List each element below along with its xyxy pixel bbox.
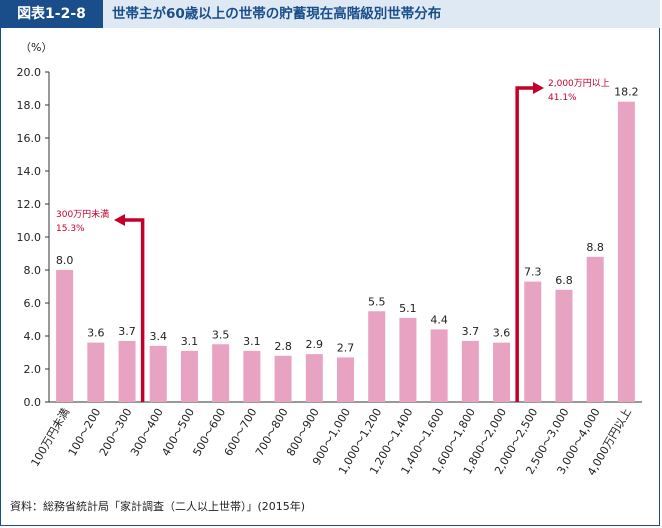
- value-label: 2.7: [337, 341, 355, 354]
- y-axis: 0.0 2.0 4.0 6.0 8.0 10.0 12.0 14.0 16.0 18.0 20.0: [17, 66, 642, 409]
- bar: [555, 289, 573, 402]
- annotation-label: 2,000万円以上: [548, 78, 610, 89]
- value-label: 18.2: [614, 86, 639, 99]
- y-axis-unit: （%）: [20, 41, 52, 54]
- bar: [337, 357, 354, 402]
- value-label: 4.4: [430, 313, 448, 326]
- value-label: 7.3: [524, 266, 542, 279]
- y-tick-label: 10.0: [17, 231, 42, 244]
- arrow-head-left: [114, 214, 125, 226]
- bar: [149, 345, 167, 402]
- y-tick-label: 8.0: [24, 264, 42, 277]
- annotation-label: 300万円未満: [56, 208, 109, 220]
- y-tick-label: 20.0: [17, 66, 42, 79]
- bar: [368, 311, 386, 402]
- value-label: 8.0: [56, 254, 74, 267]
- value-label: 3.1: [243, 335, 261, 348]
- y-tick-label: 12.0: [17, 198, 42, 211]
- bars: [56, 101, 635, 402]
- arrow-head-right: [533, 82, 544, 94]
- value-label: 3.7: [462, 325, 480, 338]
- bar: [56, 270, 74, 402]
- annotations: 300万円未満 15.3% 2,000万円以上 41.1%: [56, 78, 610, 402]
- value-label: 3.1: [181, 335, 199, 348]
- figure-header: 図表1-2-8 世帯主が60歳以上の世帯の貯蓄現在高階級別世帯分布: [0, 0, 660, 28]
- bar: [399, 317, 417, 402]
- bar: [430, 329, 448, 402]
- y-tick-label: 0.0: [24, 396, 42, 409]
- value-label: 3.4: [149, 330, 167, 343]
- annotation-value: 15.3%: [56, 224, 85, 234]
- bar: [493, 342, 511, 402]
- bar: [274, 355, 292, 402]
- y-tick-label: 6.0: [24, 297, 42, 310]
- value-label: 5.5: [368, 295, 386, 308]
- bar-chart: （%） 0.0 2.0 4.0 6.0 8.0 10.0 12.0 14.0 16.0 18.0 2…: [17, 41, 642, 478]
- bar: [305, 354, 323, 402]
- value-label: 2.8: [274, 340, 292, 353]
- value-label: 3.6: [87, 327, 105, 340]
- bar: [243, 350, 261, 402]
- bar: [87, 342, 105, 402]
- figure-title: 世帯主が60歳以上の世帯の貯蓄現在高階級別世帯分布: [112, 6, 442, 22]
- annotation-value: 41.1%: [548, 93, 577, 103]
- bar: [586, 256, 604, 402]
- y-tick-label: 4.0: [24, 330, 42, 343]
- figure-badge: 図表1-2-8: [0, 0, 103, 28]
- value-label: 3.6: [493, 327, 511, 340]
- value-label: 2.9: [306, 338, 324, 351]
- bar: [212, 344, 230, 402]
- category-label: 100万円未満: [28, 406, 72, 469]
- y-tick-label: 2.0: [24, 363, 42, 376]
- category-labels: 100万円未満100～200200～300300～400400～500500～6…: [28, 406, 634, 478]
- source-note: 資料：総務省統計局「家計調査（二人以上世帯）」(2015年): [10, 500, 306, 513]
- y-tick-label: 18.0: [17, 99, 42, 112]
- bar: [461, 340, 479, 402]
- value-label: 8.8: [586, 241, 604, 254]
- y-tick-label: 14.0: [17, 165, 42, 178]
- value-label: 6.8: [555, 274, 573, 287]
- bar: [118, 340, 136, 402]
- bar: [180, 350, 198, 402]
- value-labels: 8.0 3.6 3.7 3.4 3.1 3.5 3.1 2.8 2.9 2.7 5.5 5.1 4.4 3…: [56, 86, 639, 355]
- y-tick-label: 16.0: [17, 132, 42, 145]
- bar: [524, 281, 542, 402]
- annotation-bracket-right: [515, 86, 534, 402]
- value-label: 5.1: [399, 302, 417, 315]
- annotation-bracket-left: [124, 218, 145, 402]
- value-label: 3.5: [212, 328, 230, 341]
- bar: [617, 101, 635, 402]
- value-label: 3.7: [118, 325, 136, 338]
